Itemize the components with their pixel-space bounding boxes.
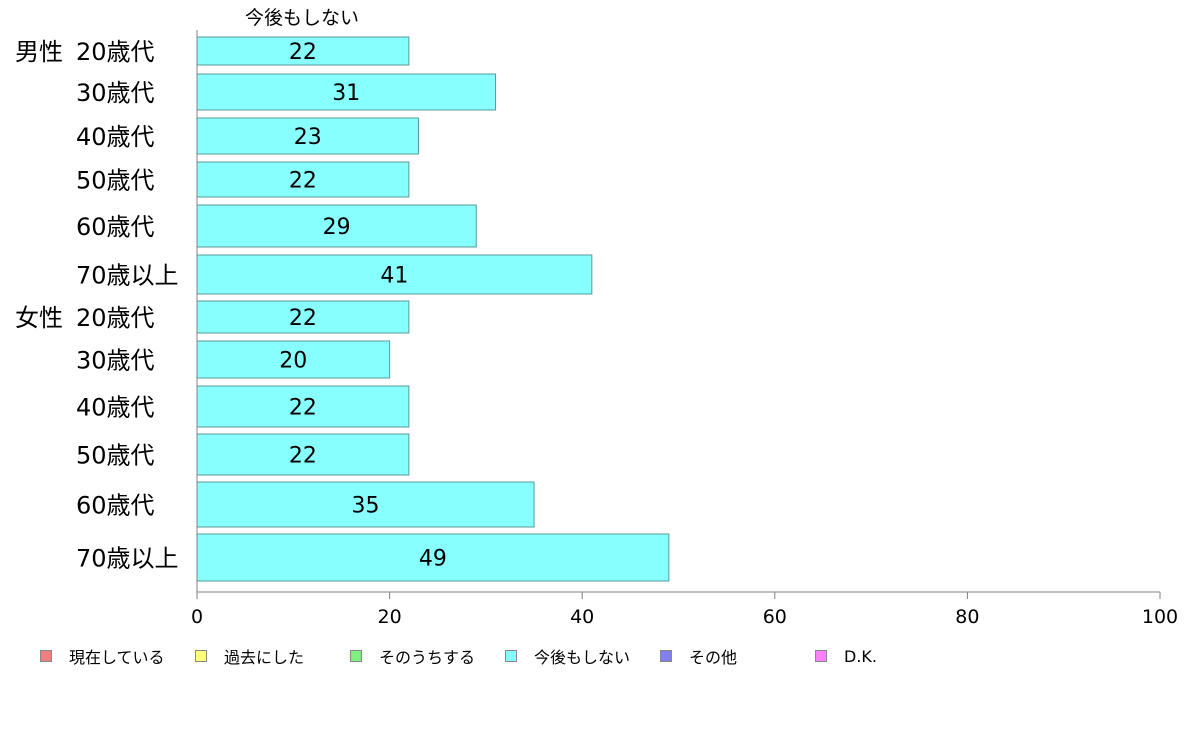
data-label: 22 bbox=[289, 306, 317, 331]
data-label: 22 bbox=[289, 40, 317, 65]
bar bbox=[196, 254, 593, 295]
category-label: 60歳代 bbox=[76, 492, 155, 520]
legend-swatch-kako bbox=[195, 650, 207, 662]
bar bbox=[196, 73, 497, 111]
data-label: 20 bbox=[279, 349, 307, 374]
legend-label: 今後もしない bbox=[534, 648, 631, 667]
bar bbox=[196, 117, 419, 155]
legend-item: 今後もしない bbox=[505, 646, 631, 667]
category-label: 50歳代 bbox=[76, 442, 155, 470]
category-label: 20歳代 bbox=[76, 38, 155, 66]
legend-label: 過去にした bbox=[224, 648, 305, 667]
category-label: 30歳代 bbox=[76, 79, 155, 107]
bar bbox=[196, 481, 535, 528]
data-label: 22 bbox=[289, 444, 317, 469]
x-tick-label: 80 bbox=[955, 606, 979, 628]
category-label: 50歳代 bbox=[76, 167, 155, 195]
data-label: 22 bbox=[289, 169, 317, 194]
x-tick-label: 20 bbox=[378, 606, 402, 628]
legend: 現在している 過去にした そのうちする 今後もしない その他 D.K. bbox=[40, 646, 1040, 667]
category-label: 70歳以上 bbox=[76, 262, 179, 290]
x-tick-label: 40 bbox=[570, 606, 594, 628]
x-tick-label: 60 bbox=[763, 606, 787, 628]
x-tick-label: 0 bbox=[191, 606, 203, 628]
bar bbox=[196, 36, 410, 66]
group-label: 男性 bbox=[15, 38, 63, 66]
data-label: 31 bbox=[332, 81, 360, 106]
data-label: 49 bbox=[419, 547, 447, 572]
legend-label: そのうちする bbox=[379, 648, 476, 667]
bar bbox=[196, 300, 410, 334]
bar bbox=[196, 433, 410, 476]
data-label: 41 bbox=[380, 264, 408, 289]
series-header: 今後もしない bbox=[245, 7, 359, 29]
legend-label: その他 bbox=[689, 648, 738, 667]
legend-swatch-dk bbox=[815, 650, 827, 662]
legend-swatch-sonouchi bbox=[350, 650, 362, 662]
category-label: 20歳代 bbox=[76, 304, 155, 332]
legend-item: 過去にした bbox=[195, 646, 305, 667]
legend-item: そのうちする bbox=[350, 646, 476, 667]
data-label: 35 bbox=[352, 494, 380, 519]
legend-swatch-sonota bbox=[660, 650, 672, 662]
legend-item: その他 bbox=[660, 646, 738, 667]
bar bbox=[196, 161, 410, 198]
bar-chart: 今後もしない2220歳代男性3130歳代2340歳代2250歳代2960歳代41… bbox=[15, 7, 1178, 628]
category-label: 40歳代 bbox=[76, 394, 155, 422]
bar bbox=[196, 533, 670, 582]
category-label: 60歳代 bbox=[76, 213, 155, 241]
category-label: 40歳代 bbox=[76, 123, 155, 151]
legend-item: D.K. bbox=[815, 646, 877, 666]
category-label: 70歳以上 bbox=[76, 545, 179, 573]
data-label: 29 bbox=[323, 215, 351, 240]
data-label: 22 bbox=[289, 396, 317, 421]
legend-item: 現在している bbox=[40, 646, 165, 667]
group-label: 女性 bbox=[15, 304, 63, 332]
data-label: 23 bbox=[294, 125, 322, 150]
legend-label: D.K. bbox=[844, 646, 877, 666]
category-label: 30歳代 bbox=[76, 347, 155, 375]
legend-label: 現在している bbox=[69, 648, 165, 667]
x-tick-label: 100 bbox=[1142, 606, 1178, 628]
bar bbox=[196, 204, 477, 248]
legend-swatch-kongo bbox=[505, 650, 517, 662]
legend-swatch-genzai bbox=[40, 650, 52, 662]
